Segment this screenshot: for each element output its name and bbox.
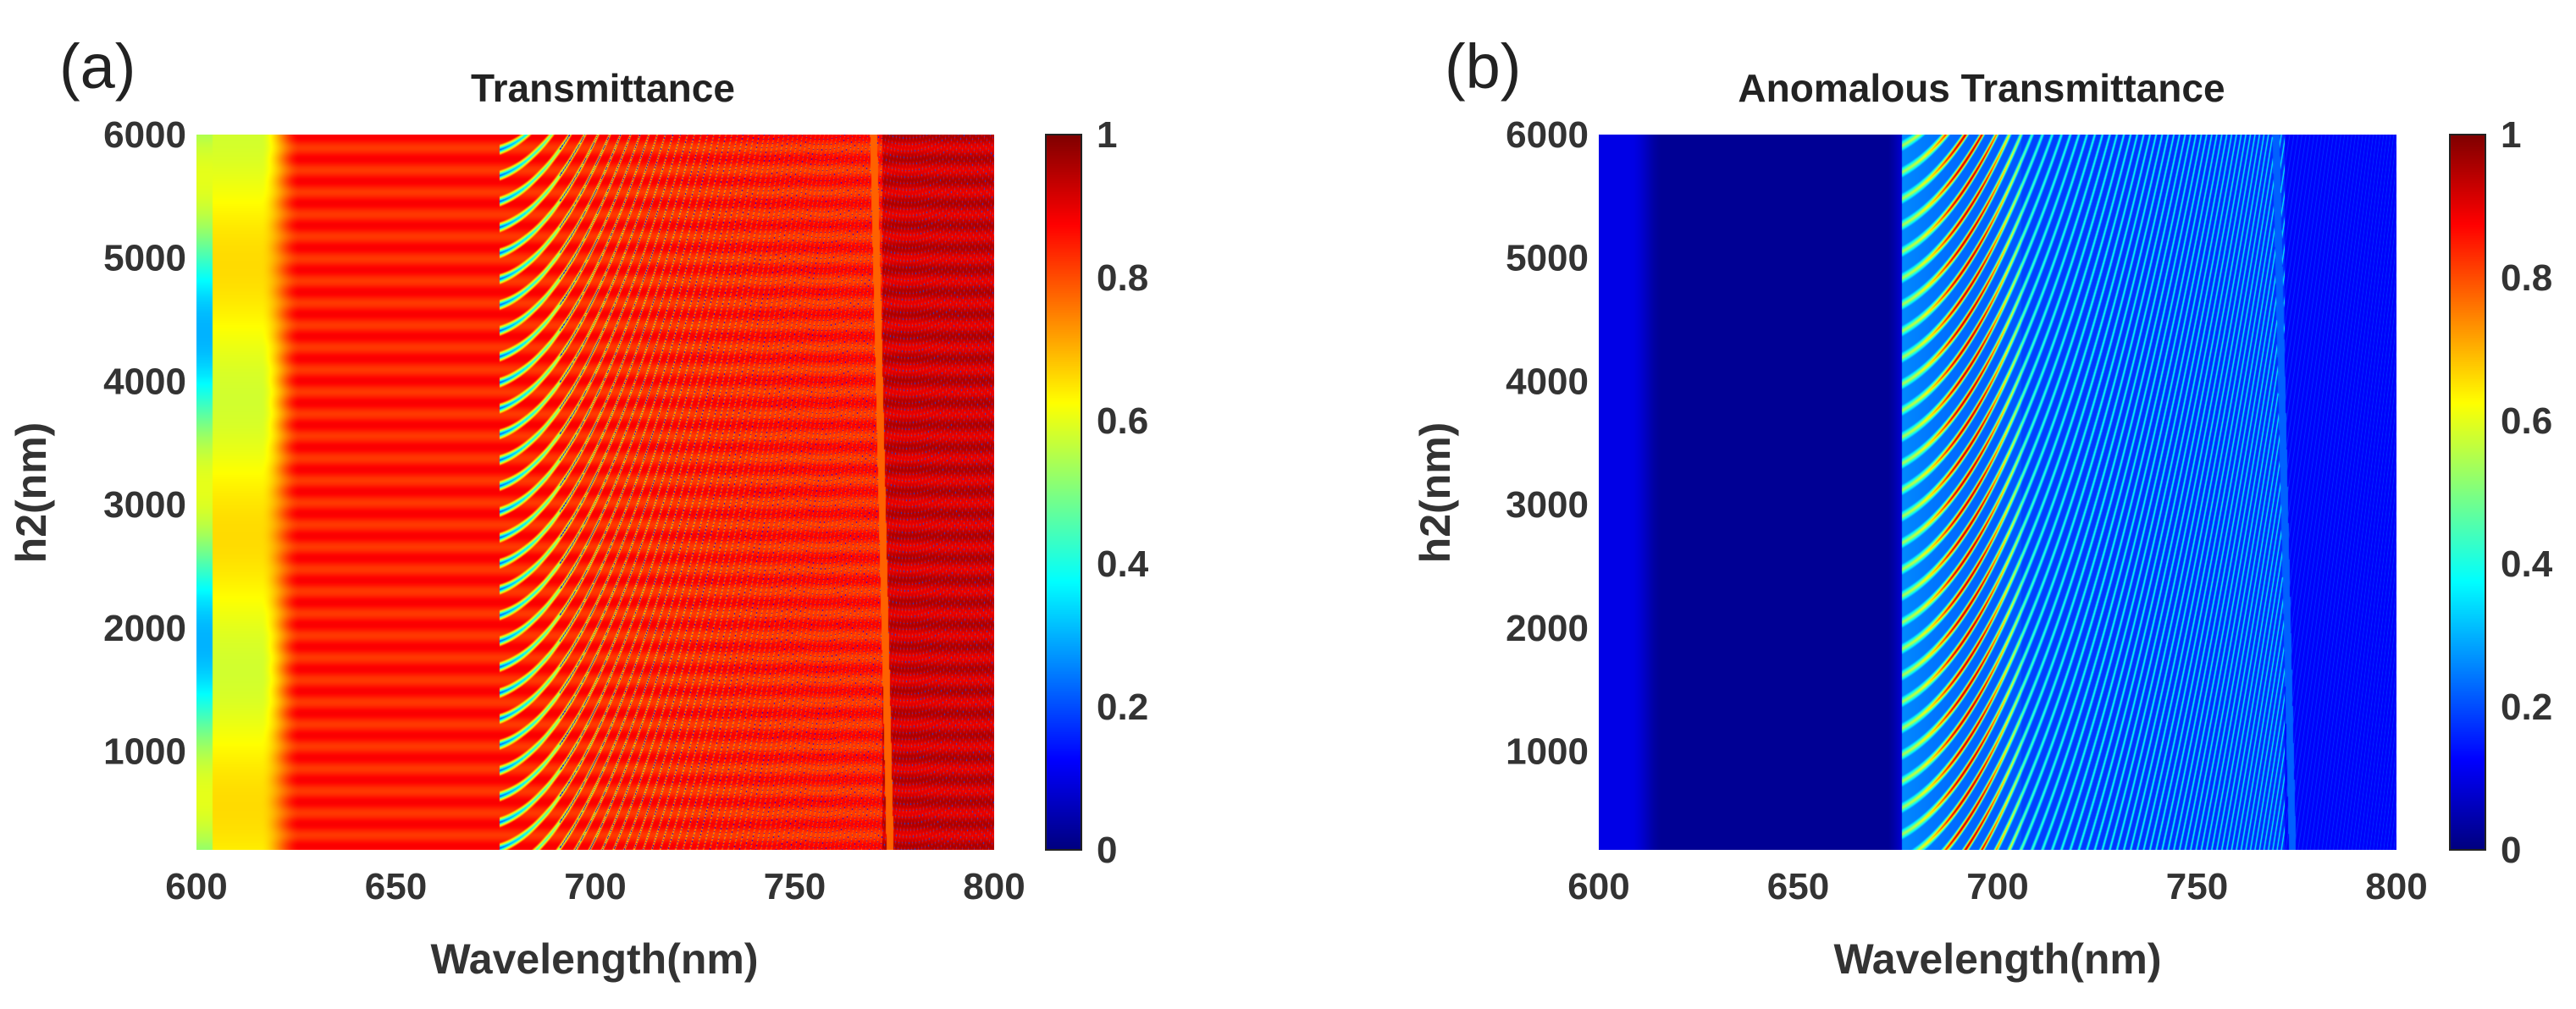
x-tick-label: 750 [764,866,826,907]
panel-a: (a) Transmittance 600 650 700 750 800 1000 20… [8,31,1149,983]
x-tick-label: 700 [1966,866,2028,907]
panel-a-heatmap-container [196,135,994,850]
panel-b: (b) Anomalous Transmittance 600 650 700 750… [1412,31,2553,983]
panel-b-colorbar-frame [2449,134,2486,851]
y-tick-label: 1000 [103,731,186,772]
panel-a-xlabel: Wavelength(nm) [430,935,758,983]
panel-b-title: Anomalous Transmittance [1738,66,2225,110]
y-tick-label: 2000 [1506,608,1589,649]
x-tick-label: 650 [1767,866,1829,907]
panel-b-colorbar-ticks: 0 0.2 0.4 0.6 0.8 1 [2501,114,2553,871]
colorbar-tick-label: 0.6 [2501,400,2552,442]
panel-a-title: Transmittance [471,66,735,110]
x-tick-label: 650 [365,866,427,907]
y-tick-label: 3000 [1506,484,1589,526]
panel-b-y-ticks: 1000 2000 3000 4000 5000 6000 [1506,114,1589,772]
panel-a-colorbar [1046,135,1081,850]
x-tick-label: 700 [564,866,626,907]
x-tick-label: 800 [963,866,1025,907]
x-tick-label: 600 [1567,866,1629,907]
panel-a-colorbar-ticks: 0 0.2 0.4 0.6 0.8 1 [1097,114,1149,871]
colorbar-tick-label: 0.4 [2501,543,2553,585]
panel-a-letter: (a) [59,31,135,102]
x-tick-label: 600 [165,866,227,907]
y-tick-label: 5000 [1506,238,1589,279]
panel-a-colorbar-frame [1045,134,1082,851]
panel-b-xlabel: Wavelength(nm) [1833,935,2161,983]
colorbar-tick-label: 0 [2501,830,2521,871]
y-tick-label: 5000 [103,238,186,279]
y-tick-label: 4000 [1506,361,1589,402]
colorbar-tick-label: 0.2 [2501,686,2552,728]
colorbar-tick-label: 0.2 [1097,686,1148,728]
panel-b-heatmap-container [1599,135,2396,850]
panel-b-x-ticks: 600 650 700 750 800 [1567,866,2427,907]
y-tick-label: 4000 [103,361,186,402]
x-tick-label: 750 [2166,866,2228,907]
y-tick-label: 6000 [103,114,186,156]
panel-a-y-ticks: 1000 2000 3000 4000 5000 6000 [103,114,186,772]
panel-a-ylabel: h2(nm) [8,422,55,564]
colorbar-tick-label: 0.8 [1097,257,1148,299]
y-tick-label: 2000 [103,608,186,649]
panel-b-ylabel: h2(nm) [1412,422,1459,564]
panel-a-x-ticks: 600 650 700 750 800 [165,866,1025,907]
x-tick-label: 800 [2365,866,2427,907]
colorbar-tick-label: 1 [2501,114,2521,156]
colorbar-tick-label: 0.4 [1097,543,1149,585]
panel-b-colorbar [2450,135,2485,850]
colorbar-tick-label: 0 [1097,830,1117,871]
colorbar-tick-label: 1 [1097,114,1117,156]
y-tick-label: 6000 [1506,114,1589,156]
panel-b-letter: (b) [1445,31,1521,102]
colorbar-tick-label: 0.8 [2501,257,2552,299]
y-tick-label: 3000 [103,484,186,526]
colorbar-tick-label: 0.6 [1097,400,1148,442]
y-tick-label: 1000 [1506,731,1589,772]
